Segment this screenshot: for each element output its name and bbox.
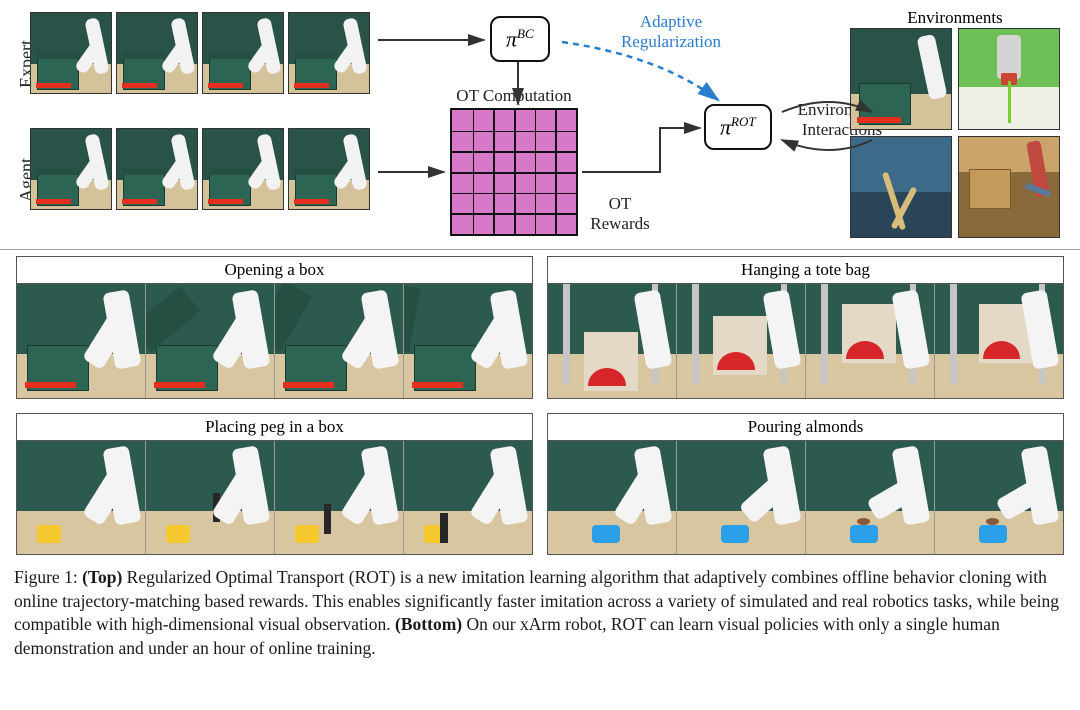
- task-thumb: [548, 284, 677, 398]
- env-thumb-sim-walker: [850, 136, 952, 238]
- policy-rot-sup: ROT: [731, 114, 756, 129]
- policy-bc: πBC: [490, 16, 550, 62]
- task-card: Opening a box: [16, 256, 533, 399]
- task-thumb: [404, 441, 532, 555]
- top-panel: Expert Agent OT Computation OT Rewards π…: [0, 0, 1080, 250]
- environments: Environments: [850, 8, 1060, 238]
- figure-label: Figure 1:: [14, 567, 78, 587]
- adaptive-reg-label: Adaptive Regularization: [606, 12, 736, 52]
- caption-bottom-lead: (Bottom): [395, 614, 462, 634]
- agent-thumb: [202, 128, 284, 210]
- task-thumb: [275, 284, 404, 398]
- task-card: Pouring almonds: [547, 413, 1064, 556]
- task-thumbs: [548, 441, 1063, 555]
- task-thumb: [935, 284, 1063, 398]
- task-thumb: [806, 441, 935, 555]
- expert-thumb-row: [30, 12, 370, 94]
- policy-bc-base: π: [506, 26, 517, 51]
- task-thumb: [275, 441, 404, 555]
- agent-thumb: [288, 128, 370, 210]
- tasks-grid: Opening a box Hanging a tote bag Placing…: [0, 256, 1080, 555]
- env-title: Environments: [850, 8, 1060, 28]
- task-thumb: [677, 441, 806, 555]
- ot-grid: [450, 108, 578, 236]
- env-thumb-sim-hammer: [958, 136, 1060, 238]
- figure-caption: Figure 1: (Top) Regularized Optimal Tran…: [0, 560, 1080, 661]
- task-thumb: [806, 284, 935, 398]
- task-thumb: [17, 284, 146, 398]
- policy-rot: πROT: [704, 104, 772, 150]
- task-title: Opening a box: [17, 257, 532, 284]
- task-thumb: [548, 441, 677, 555]
- env-thumb-robot: [850, 28, 952, 130]
- task-title: Placing peg in a box: [17, 414, 532, 441]
- env-thumb-sim-rope: [958, 28, 1060, 130]
- agent-thumb: [30, 128, 112, 210]
- task-card: Hanging a tote bag: [547, 256, 1064, 399]
- task-title: Hanging a tote bag: [548, 257, 1063, 284]
- policy-bc-sup: BC: [517, 26, 534, 41]
- ot-rewards-label: OT Rewards: [582, 194, 658, 234]
- task-thumbs: [548, 284, 1063, 398]
- expert-thumb: [288, 12, 370, 94]
- task-thumb: [935, 441, 1063, 555]
- caption-top-lead: (Top): [82, 567, 122, 587]
- task-thumb: [146, 441, 275, 555]
- task-thumb: [404, 284, 532, 398]
- ot-computation-label: OT Computation: [444, 86, 584, 106]
- policy-rot-base: π: [720, 114, 731, 139]
- task-thumbs: [17, 441, 532, 555]
- task-card: Placing peg in a box: [16, 413, 533, 556]
- task-thumb: [17, 441, 146, 555]
- agent-thumb-row: [30, 128, 370, 210]
- expert-thumb: [30, 12, 112, 94]
- task-thumb: [146, 284, 275, 398]
- task-title: Pouring almonds: [548, 414, 1063, 441]
- expert-thumb: [116, 12, 198, 94]
- task-thumb: [677, 284, 806, 398]
- agent-thumb: [116, 128, 198, 210]
- bottom-panel: Opening a box Hanging a tote bag Placing…: [0, 250, 1080, 560]
- expert-thumb: [202, 12, 284, 94]
- task-thumbs: [17, 284, 532, 398]
